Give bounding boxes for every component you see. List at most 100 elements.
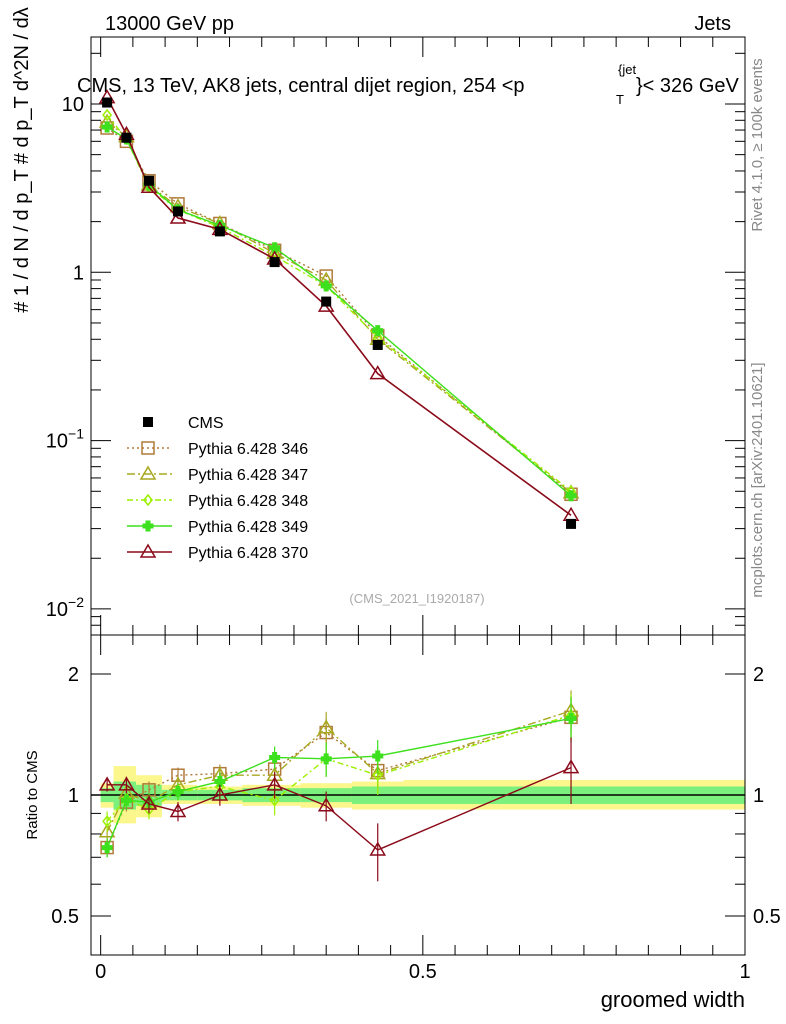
ratio-series-p347 xyxy=(98,690,580,841)
ratio-series-p370 xyxy=(98,737,580,882)
ratio-point-p347 xyxy=(317,719,335,734)
main-point-p349 xyxy=(372,325,384,337)
data-point xyxy=(269,257,280,268)
ratio-point-p349 xyxy=(320,753,332,765)
data-point xyxy=(566,518,577,529)
data-point xyxy=(143,175,154,186)
ratio-point-p349 xyxy=(372,750,384,762)
main-series-p346 xyxy=(100,121,578,502)
rivet-version-label: Rivet 4.1.0, ≥ 100k events xyxy=(749,58,766,231)
ratio-point-p370 xyxy=(211,786,229,801)
legend-label-data: CMS xyxy=(188,415,224,432)
legend-marker-data xyxy=(143,417,153,427)
main-line-p347 xyxy=(106,121,572,494)
main-line-p349 xyxy=(106,126,572,497)
xtick-label: 0.5 xyxy=(409,961,437,983)
legend: CMS Pythia 6.428 346 Pythia 6.428 347 Pythi… xyxy=(127,415,308,562)
analysis-id-label: (CMS_2021_I1920187) xyxy=(349,591,484,606)
ratio-uncertainty-bands xyxy=(91,766,745,824)
data-point xyxy=(321,296,332,307)
ratio-ytick-label: 0.5 xyxy=(51,906,79,928)
ratio-series-group xyxy=(98,690,580,882)
main-point-p348 xyxy=(102,108,113,122)
main-point-p349 xyxy=(269,242,281,254)
xtick-label: 0 xyxy=(95,961,106,983)
legend-label-p348: Pythia 6.428 348 xyxy=(188,493,308,510)
title-suffix: }< 326 GeV xyxy=(636,75,740,97)
main-point-p349 xyxy=(565,490,577,502)
data-point xyxy=(214,226,225,237)
energy-label: 13000 GeV pp xyxy=(105,13,234,35)
legend-marker-p346 xyxy=(141,441,155,455)
legend-marker-p370 xyxy=(139,543,157,558)
main-ytick-label: 10−1 xyxy=(46,426,84,453)
ratio-point-p349 xyxy=(214,776,226,788)
ratio-point-p370 xyxy=(562,759,580,774)
main-ytick-label: 10−2 xyxy=(46,594,84,621)
main-series-p370 xyxy=(98,89,580,522)
legend-marker-p349 xyxy=(142,520,154,532)
xaxis-label: groomed width xyxy=(601,987,745,1012)
main-ytick-label: 10 xyxy=(62,94,84,116)
ratio-point-p348 xyxy=(102,815,113,828)
ratio-ytick-label: 1 xyxy=(68,785,79,807)
main-line-p370 xyxy=(106,97,572,516)
legend-label-p347: Pythia 6.428 347 xyxy=(188,467,308,484)
title-superscript: {jet xyxy=(618,62,636,77)
ratio-point-p349 xyxy=(565,712,577,724)
ratio-line-p347 xyxy=(106,710,572,833)
ratio-ytick-label-right: 2 xyxy=(753,664,764,686)
ratio-point-p349 xyxy=(120,794,132,806)
legend-label-p349: Pythia 6.428 349 xyxy=(188,519,308,536)
ratio-ytick-label-right: 1 xyxy=(753,785,764,807)
main-line-p348 xyxy=(106,114,572,492)
ratio-point-p347 xyxy=(98,823,116,838)
main-series-data xyxy=(102,97,577,529)
main-ytick-label: 1 xyxy=(73,262,84,284)
ratio-series-p346 xyxy=(100,696,578,858)
ratio-point-p349 xyxy=(101,842,113,854)
ratio-point-p370 xyxy=(140,795,158,810)
ratio-point-p370 xyxy=(118,776,135,791)
ratio-point-p370 xyxy=(369,841,387,856)
main-series-p349 xyxy=(101,121,577,502)
legend-marker-p348 xyxy=(143,493,153,507)
data-point xyxy=(121,132,132,143)
main-point-p370 xyxy=(369,365,387,380)
title-prefix: CMS, 13 TeV, AK8 jets, central dijet reg… xyxy=(77,75,525,97)
ratio-point-p348 xyxy=(144,803,154,816)
main-series-group xyxy=(98,89,580,529)
mcplots-label: mcplots.cern.ch [arXiv:2401.10621] xyxy=(749,362,766,597)
legend-item-data: CMS xyxy=(143,415,224,432)
legend-item-p348: Pythia 6.428 348 xyxy=(127,493,308,510)
main-ylabel-text: # 1 / d N / d p_T # d p_T d^2N / dλ xyxy=(11,7,33,313)
ratio-line-p346 xyxy=(106,716,572,848)
legend-item-p349: Pythia 6.428 349 xyxy=(127,519,308,536)
main-point-p370 xyxy=(140,178,158,194)
ratio-point-p370 xyxy=(317,797,335,812)
ratio-point-p370 xyxy=(98,776,116,791)
ratio-point-p370 xyxy=(169,802,187,818)
ratio-point-p370 xyxy=(266,776,283,791)
ratio-point-p348 xyxy=(269,794,280,807)
main-point-p370 xyxy=(169,209,187,224)
main-line-p346 xyxy=(106,127,572,495)
ratio-point-p349 xyxy=(172,786,184,798)
main-y-axis-label: # 1 / d N / d p_T # d p_T d^2N / dλ xyxy=(11,7,33,313)
ratio-point-p348 xyxy=(372,769,383,782)
legend-marker-p347 xyxy=(139,465,157,480)
plot-title: CMS, 13 TeV, AK8 jets, central dijet reg… xyxy=(77,62,740,107)
ratio-series-p349 xyxy=(101,697,577,858)
ratio-point-p349 xyxy=(269,751,281,763)
data-point xyxy=(372,339,383,350)
legend-item-p347: Pythia 6.428 347 xyxy=(127,465,308,484)
ratio-ylabel: Ratio to CMS xyxy=(24,750,41,839)
main-point-p349 xyxy=(101,121,113,133)
main-point-p349 xyxy=(320,280,332,292)
data-point xyxy=(102,97,113,108)
legend-label-p346: Pythia 6.428 346 xyxy=(188,441,308,458)
legend-label-p370: Pythia 6.428 370 xyxy=(188,545,308,562)
data-point xyxy=(172,206,183,217)
